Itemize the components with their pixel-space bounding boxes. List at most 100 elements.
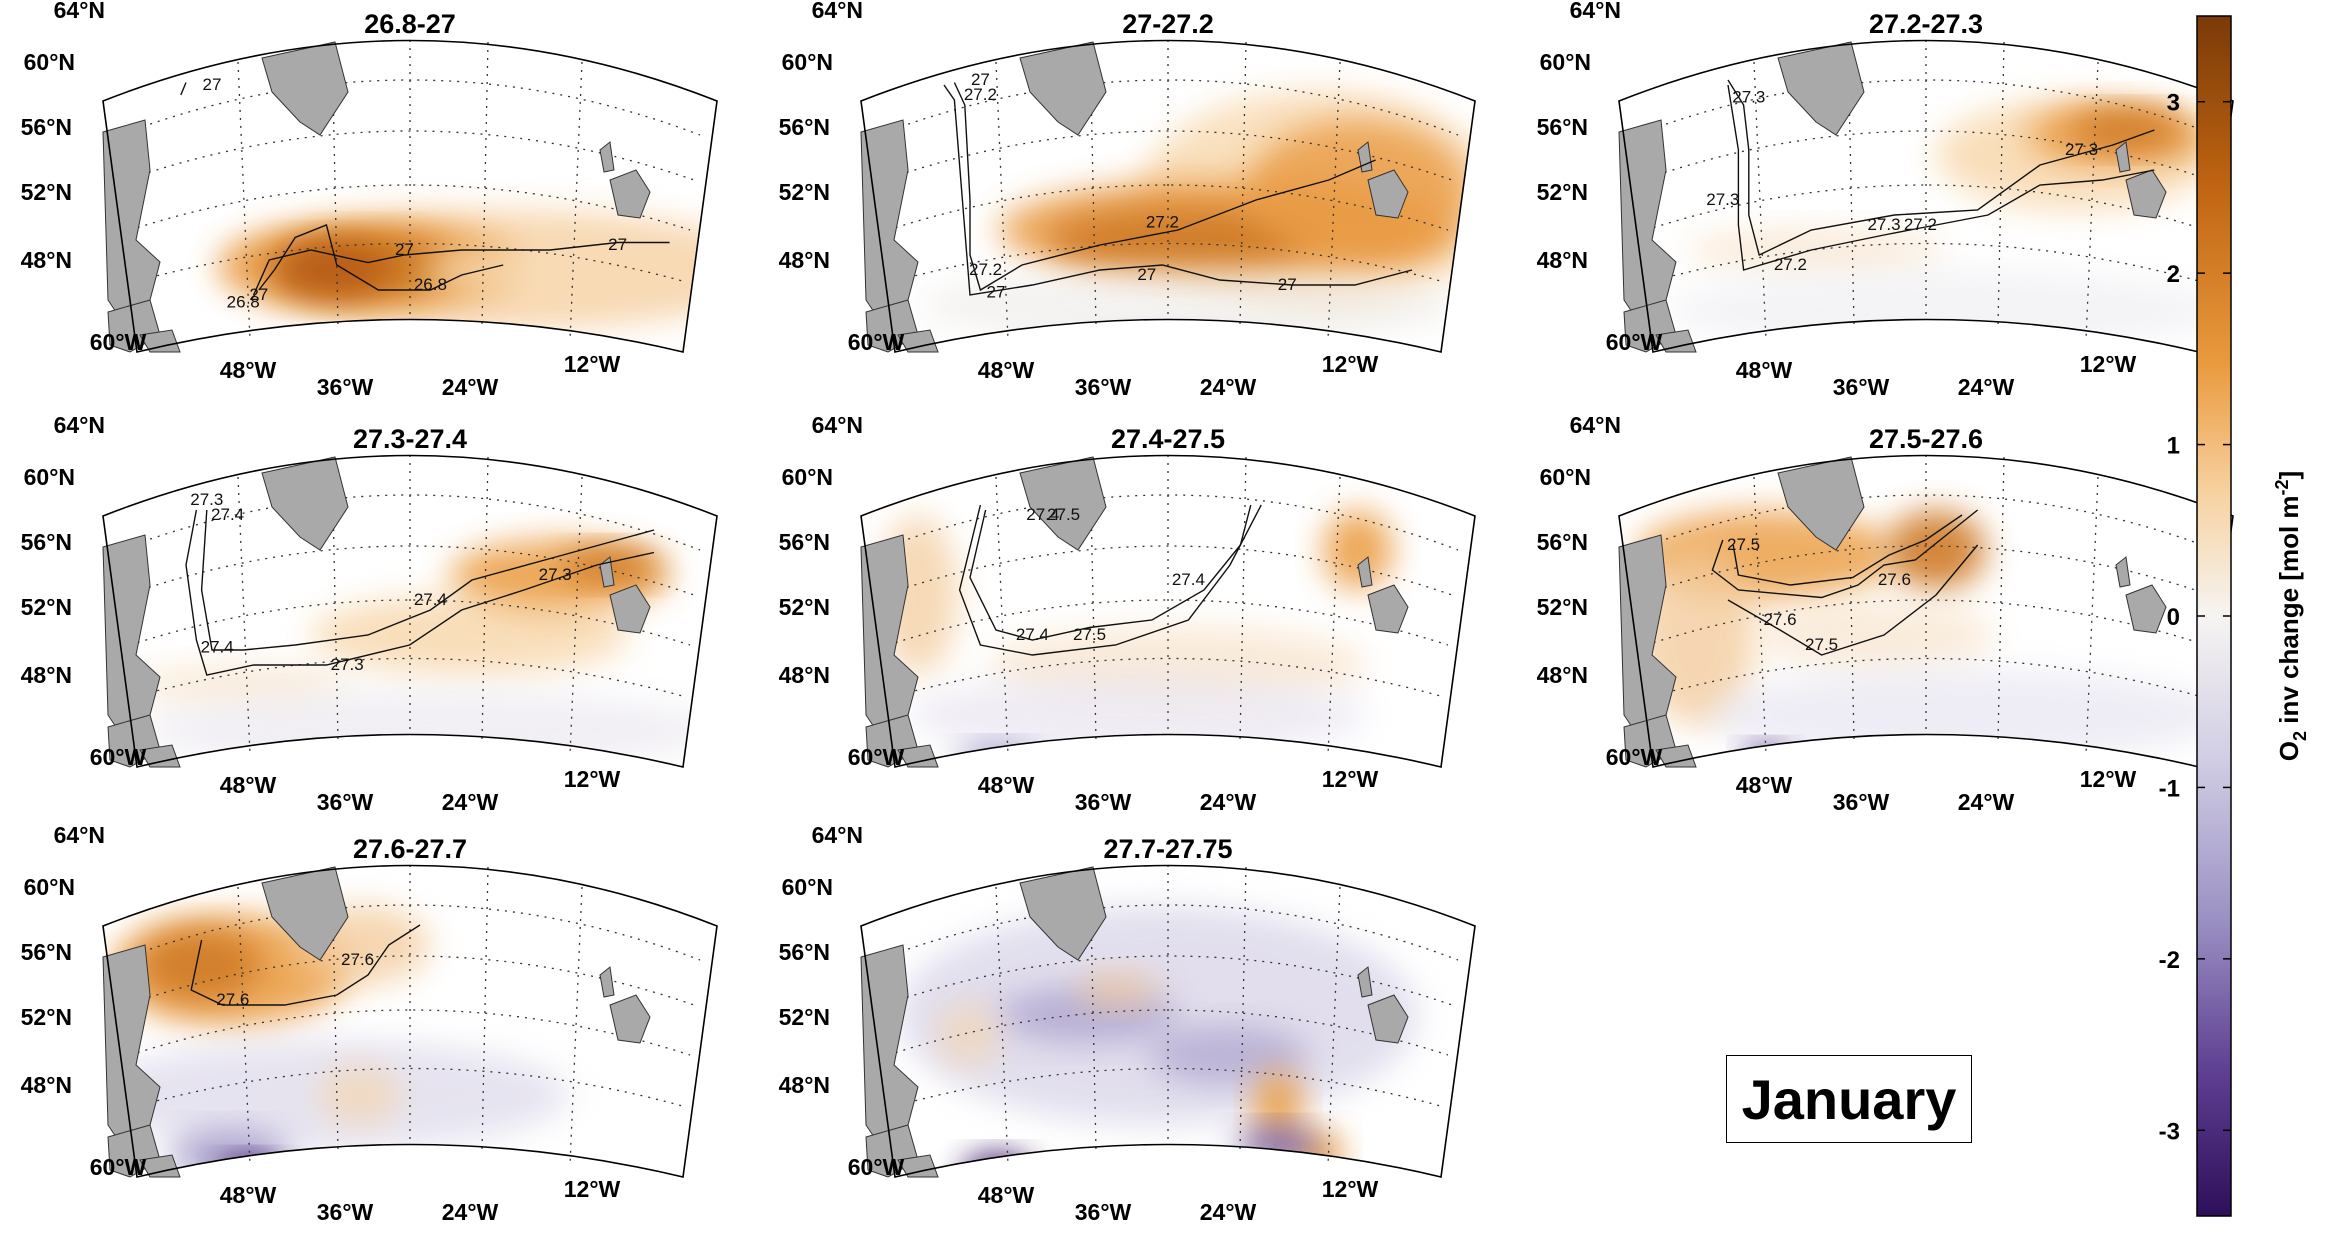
longitude-label: 12°W: [1322, 351, 1379, 377]
o2-anomaly-patch: [140, 690, 717, 767]
graticule-line: [1649, 242, 2203, 283]
colorbar-tick-label: -3: [2159, 1118, 2180, 1145]
contour-label: 26.8: [414, 275, 447, 294]
latitude-label: 64°N: [54, 822, 105, 848]
graticule-line: [891, 1067, 1445, 1108]
contour-label: 27.4: [1026, 505, 1059, 524]
latitude-label: 52°N: [779, 1004, 830, 1030]
longitude-label: 12°W: [1322, 766, 1379, 792]
land-mass: [897, 744, 939, 768]
contour-label: 27.2: [964, 85, 997, 104]
panel-title: 27-27.2: [1122, 9, 1214, 39]
map-frame: [860, 864, 1476, 1178]
graticule-line: [133, 1067, 687, 1108]
latitude-label: 60°N: [782, 874, 833, 900]
land-mass: [1357, 556, 1373, 588]
longitude-label: 48°W: [220, 1182, 277, 1208]
contour-label: 27.3: [190, 490, 223, 509]
contour-label: 27.2: [1774, 255, 1807, 274]
longitude-label: 24°W: [1200, 789, 1257, 815]
graticule-line: [883, 545, 1453, 596]
land-mass: [1618, 534, 1677, 734]
latitude-label: 48°N: [21, 1072, 72, 1098]
map-panel: 27.527.527.627.627.5-27.664°N60°N56°N52°…: [1537, 412, 2234, 815]
longitude-label: 36°W: [317, 1199, 374, 1225]
isopycnal-contour: [1711, 509, 1979, 599]
isopycnal-contour: [1727, 544, 1979, 656]
graticule-line: [1649, 657, 2203, 698]
longitude-label: 24°W: [442, 1199, 499, 1225]
land-mass: [1367, 169, 1409, 219]
isopycnal-contour: [180, 82, 187, 96]
graticule-line: [887, 1009, 1449, 1056]
longitude-label: 24°W: [1200, 374, 1257, 400]
contour-label: 27.3: [539, 565, 572, 584]
graticule-line: [887, 599, 1449, 646]
longitude-label: 36°W: [317, 374, 374, 400]
panel-title: 27.3-27.4: [353, 424, 467, 454]
contour-label: 27.2: [1146, 213, 1179, 232]
contour-label: 27.4: [414, 590, 447, 609]
contour-label: 27.6: [1763, 610, 1796, 629]
longitude-label: 60°W: [848, 744, 905, 770]
latitude-label: 52°N: [1537, 179, 1588, 205]
colorbar-tick-label: 3: [2167, 90, 2180, 117]
isopycnal-contour: [258, 224, 504, 291]
land-mass: [609, 584, 651, 634]
latitude-label: 56°N: [1537, 114, 1588, 140]
o2-anomaly-patch: [1238, 1127, 1318, 1163]
o2-anomaly-patch: [1008, 329, 1288, 352]
latitude-label: 56°N: [779, 114, 830, 140]
o2-anomaly-patch: [1323, 510, 1393, 590]
contour-label: 27: [395, 240, 414, 259]
map-frame: [102, 454, 718, 768]
graticule-line: [125, 130, 695, 181]
panel-title: 26.8-27: [364, 9, 456, 39]
land-mass: [102, 944, 161, 1144]
land-mass: [139, 744, 181, 768]
land-mass: [139, 329, 181, 353]
contour-label: 27.3: [1706, 190, 1739, 209]
o2-anomaly-patch: [958, 745, 1038, 767]
graticule-line: [125, 545, 695, 596]
contour-label: 27.3: [1732, 88, 1765, 107]
o2-anomaly-patch: [938, 1005, 998, 1065]
panel-title: 27.2-27.3: [1869, 9, 1983, 39]
land-mass: [261, 866, 349, 961]
isopycnal-contour: [252, 241, 670, 296]
latitude-label: 48°N: [21, 662, 72, 688]
contour-label: 27.6: [341, 950, 374, 969]
latitude-label: 56°N: [21, 114, 72, 140]
longitude-label: 12°W: [564, 351, 621, 377]
latitude-label: 52°N: [1537, 594, 1588, 620]
land-mass: [139, 1154, 181, 1178]
latitude-label: 52°N: [21, 1004, 72, 1030]
latitude-label: 56°N: [21, 939, 72, 965]
map-panel: 27.327.327.327.427.427.427.3-27.464°N60°…: [21, 412, 718, 815]
o2-anomaly-patch: [310, 595, 630, 675]
latitude-label: 56°N: [779, 529, 830, 555]
latitude-label: 56°N: [1537, 529, 1588, 555]
contour-label: 27: [987, 283, 1006, 302]
longitude-label: 60°W: [1606, 744, 1663, 770]
latitude-label: 56°N: [21, 529, 72, 555]
latitude-label: 60°N: [1540, 464, 1591, 490]
longitude-label: 48°W: [978, 357, 1035, 383]
graticule-line: [129, 599, 691, 646]
latitude-label: 56°N: [779, 939, 830, 965]
graticule-line: [891, 657, 1445, 698]
month-label: January: [1726, 1055, 1972, 1143]
graticule-line: [883, 955, 1453, 1006]
o2-anomaly-patch: [420, 242, 700, 298]
isopycnal-contour: [200, 509, 655, 651]
map-panel: 27.227.227.22727272727-27.264°N60°N56°N5…: [779, 0, 1476, 400]
latitude-label: 60°N: [24, 464, 75, 490]
map-frame: [1618, 39, 2234, 353]
o2-anomaly-patch: [2071, 110, 2181, 150]
o2-anomaly-patch: [908, 675, 1368, 755]
contour-label: 27.4: [211, 505, 244, 524]
o2-anomaly-patch: [1078, 972, 1158, 1008]
isopycnal-contour: [958, 504, 1262, 656]
longitude-label: 12°W: [564, 1176, 621, 1202]
